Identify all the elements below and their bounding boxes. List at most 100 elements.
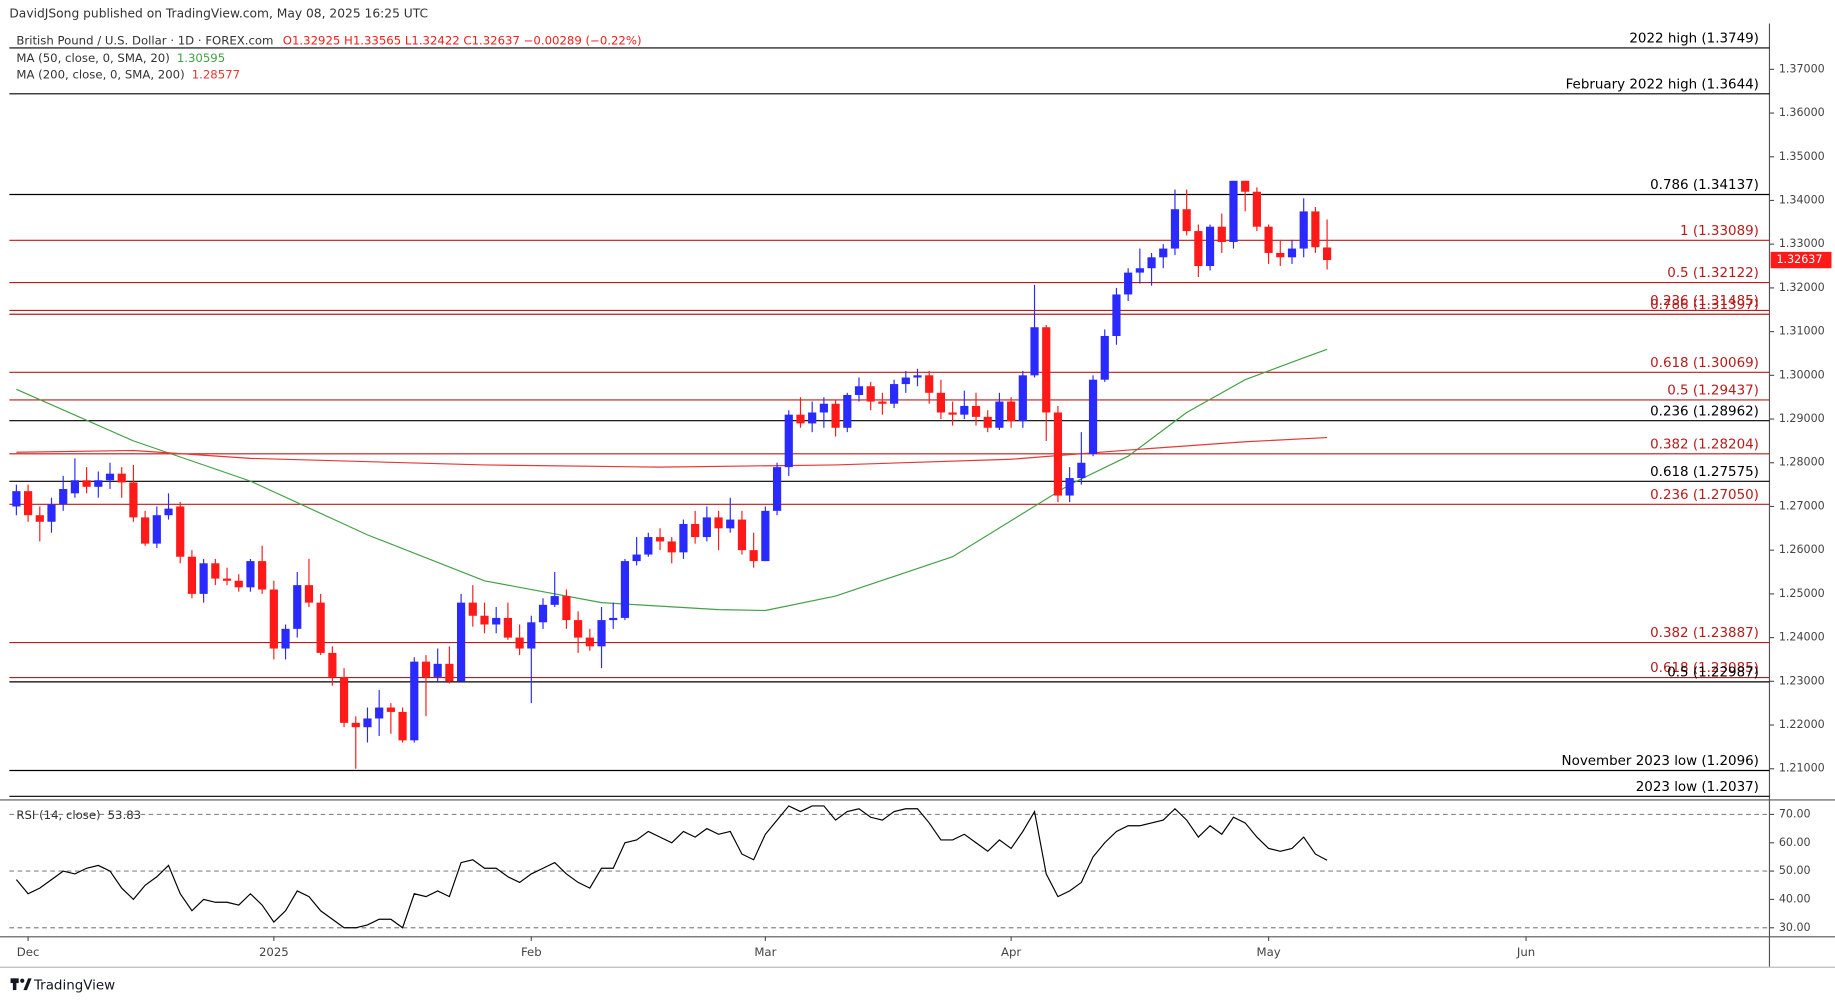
legend-value: 1.30595 — [177, 51, 225, 65]
candle — [1147, 252, 1156, 286]
candle — [550, 572, 559, 608]
level-label: February 2022 high (1.3644) — [1566, 77, 1759, 92]
candle — [1311, 207, 1320, 253]
y-tick-label: 1.35000 — [1779, 150, 1825, 163]
candle — [866, 381, 875, 411]
candle — [328, 646, 337, 686]
y-tick-label: 1.24000 — [1779, 631, 1825, 644]
candle-body — [644, 537, 653, 555]
candle — [246, 558, 255, 592]
candle-body — [726, 519, 735, 529]
candle-body — [878, 401, 887, 404]
y-tick-label: 1.22000 — [1779, 718, 1825, 731]
candle-body — [1241, 180, 1250, 192]
candle — [691, 510, 700, 544]
candle — [597, 607, 606, 669]
candle — [655, 528, 665, 551]
logo-part — [12, 978, 17, 991]
candle-body — [1135, 268, 1144, 273]
candle — [47, 497, 56, 533]
candle — [960, 390, 969, 420]
candle-body — [176, 506, 185, 557]
candle-body — [655, 537, 665, 542]
level-label: 0.618 (1.30069) — [1650, 356, 1759, 371]
candle-body — [339, 676, 349, 723]
x-tick-label: May — [1256, 945, 1280, 959]
moving-average-line — [16, 436, 1328, 468]
candle-body — [246, 561, 255, 588]
candle — [1217, 213, 1226, 253]
candle — [386, 703, 395, 734]
candle-body — [1053, 412, 1063, 496]
candle — [854, 377, 864, 402]
candle-body — [1299, 211, 1308, 249]
candle — [316, 593, 325, 656]
candle — [82, 467, 91, 494]
y-tick-label: 1.37000 — [1779, 62, 1825, 75]
candle-body — [1264, 226, 1273, 253]
logo-part — [23, 978, 32, 991]
candle-body — [1147, 257, 1156, 269]
candle-body — [12, 491, 21, 507]
candle — [456, 593, 466, 682]
candle — [503, 602, 512, 640]
candle-body — [620, 561, 630, 618]
candle-body — [1229, 180, 1238, 243]
y-tick-label: 1.30000 — [1779, 368, 1825, 381]
level-label: 0.5 (1.29437) — [1667, 384, 1759, 399]
candle — [714, 510, 723, 551]
candle — [983, 410, 992, 433]
candle-body — [983, 416, 992, 428]
level-label: 0.618 (1.27575) — [1650, 465, 1759, 480]
candle-body — [152, 515, 161, 544]
candle — [1018, 370, 1027, 428]
candle-body — [456, 602, 466, 682]
candle-body — [258, 561, 267, 590]
level-label: 2022 high (1.3749) — [1629, 32, 1759, 47]
candle — [971, 392, 981, 426]
candle — [1135, 248, 1144, 284]
candle — [1229, 180, 1238, 249]
candle — [1241, 180, 1250, 212]
candle — [176, 502, 185, 564]
candle — [1124, 268, 1133, 302]
candle — [667, 537, 676, 564]
candle-body — [808, 412, 817, 424]
candle — [59, 475, 68, 511]
candle-body — [386, 707, 395, 712]
y-tick-label: 1.23000 — [1779, 674, 1825, 687]
level-label: 0.618 (1.23085) — [1650, 661, 1759, 676]
candle-body — [1018, 375, 1027, 422]
x-tick-label: Feb — [521, 945, 542, 959]
candle — [105, 462, 115, 489]
candle-body — [854, 386, 864, 395]
candle-body — [749, 550, 758, 562]
candle-body — [784, 414, 793, 468]
candle — [936, 379, 946, 420]
candle-body — [585, 637, 594, 647]
candle-body — [913, 375, 922, 378]
candle-body — [550, 596, 559, 605]
candle-body — [667, 541, 676, 553]
candle — [211, 558, 220, 586]
candle-body — [82, 480, 91, 487]
level-label: 0.786 (1.31397) — [1650, 298, 1759, 313]
y-tick-label: 1.21000 — [1779, 762, 1825, 775]
ohlc-label: O1.32925 H1.33565 L1.32422 C1.32637 −0.0… — [283, 33, 642, 47]
candle — [94, 471, 103, 498]
candle — [609, 602, 618, 629]
y-tick-label: 60.00 — [1779, 836, 1811, 849]
candle — [375, 690, 384, 736]
logo-part — [20, 978, 25, 983]
candle — [1077, 432, 1086, 485]
candle — [164, 493, 173, 520]
candle-body — [480, 615, 489, 625]
candle-body — [316, 602, 325, 653]
candle — [433, 648, 442, 682]
candle-body — [1170, 209, 1180, 249]
candle-body — [831, 403, 840, 428]
candle — [35, 506, 44, 542]
candle — [843, 392, 852, 433]
candle — [1170, 189, 1180, 256]
